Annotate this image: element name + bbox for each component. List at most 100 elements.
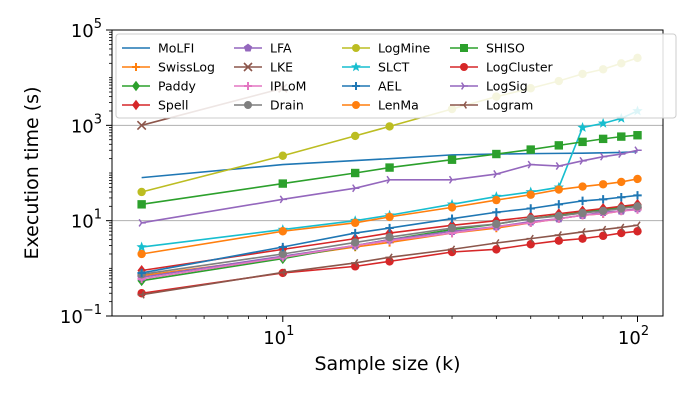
data-point-logsig <box>618 150 626 159</box>
data-point-ael <box>350 228 360 238</box>
legend-item-lke: LKE <box>234 60 293 75</box>
data-point-lenma <box>278 227 287 236</box>
legend-swatch-marker <box>244 82 252 90</box>
data-point-shiso <box>385 163 394 172</box>
data-point-logsig <box>493 170 501 179</box>
data-point-lenma <box>350 218 360 228</box>
plot-frame <box>111 29 664 317</box>
data-point-logram <box>598 225 607 234</box>
data-point-logcluster <box>137 289 146 298</box>
legend-swatch-marker <box>132 63 140 71</box>
data-point-logsig <box>386 175 394 184</box>
series-lenma <box>137 174 642 259</box>
legend-swatch-marker <box>351 61 361 72</box>
legend-swatch-marker <box>243 43 253 52</box>
legend-swatch-marker <box>132 80 140 92</box>
data-point-logmine <box>278 151 287 160</box>
data-point-drain <box>385 232 394 242</box>
legend-label: Paddy <box>158 79 197 94</box>
data-point-lenma <box>633 174 642 184</box>
legend-swatch-marker <box>460 82 468 90</box>
legend-label: Drain <box>270 98 304 113</box>
data-point-ael <box>578 196 587 206</box>
data-point-logram <box>617 223 625 232</box>
data-point-drain <box>578 208 587 218</box>
legend: MoLFI SwissLog Paddy Spell LFA LKE IPLoM Drain L… <box>115 33 677 119</box>
data-point-drain <box>278 249 287 259</box>
series-logram <box>137 221 641 299</box>
legend-item-logsig: LogSig <box>450 79 528 94</box>
data-point-shiso <box>447 155 457 164</box>
data-point-logmine <box>350 131 360 141</box>
data-point-logsig <box>527 160 535 169</box>
legend-item-swisslog: SwissLog <box>122 60 215 75</box>
data-point-shiso <box>526 145 535 154</box>
data-point-ael <box>554 200 564 209</box>
data-point-shiso <box>617 132 626 141</box>
data-point-lenma <box>617 177 626 187</box>
data-point-drain <box>598 206 608 216</box>
data-point-drain <box>492 219 501 229</box>
legend-item-logcluster: LogCluster <box>450 60 554 75</box>
series-logcluster <box>137 227 642 298</box>
legend-label: SHISO <box>486 41 525 56</box>
data-point-logram <box>350 258 359 267</box>
data-point-shiso <box>633 131 642 140</box>
data-point-drain <box>633 202 642 211</box>
data-point-logram <box>137 290 145 299</box>
legend-swatch-marker <box>132 99 140 111</box>
legend-item-logmine: LogMine <box>342 41 431 56</box>
data-point-logcluster <box>617 228 626 238</box>
data-point-shiso <box>492 149 501 159</box>
series-ael <box>137 191 642 278</box>
data-point-lenma <box>385 212 394 222</box>
data-point-logcluster <box>598 231 608 241</box>
data-point-logsig <box>599 152 608 161</box>
legend-label: IPLoM <box>270 79 306 94</box>
legend-label: SwissLog <box>158 60 215 75</box>
legend-swatch-marker <box>352 44 360 52</box>
legend-item-lenma: LenMa <box>342 98 419 113</box>
legend-item-lfa: LFA <box>234 41 292 56</box>
data-point-shiso <box>137 200 146 209</box>
data-point-logsig <box>448 175 457 184</box>
data-point-ael <box>617 193 626 202</box>
legend-item-molfi: MoLFI <box>122 41 194 56</box>
legend-item-drain: Drain <box>234 98 304 113</box>
data-point-logsig <box>555 162 564 171</box>
legend-swatch-marker <box>244 101 252 109</box>
y-axis-label: Execution time (s) <box>21 87 43 260</box>
legend-label: LogCluster <box>486 60 554 75</box>
data-point-ael <box>598 195 608 204</box>
data-point-logram <box>633 221 641 230</box>
data-point-logsig <box>579 156 587 165</box>
legend-swatch-marker <box>460 63 468 71</box>
legend-label: Spell <box>158 98 189 113</box>
data-point-slct <box>597 117 609 128</box>
data-point-lenma <box>137 249 146 259</box>
legend-item-iplom: IPLoM <box>234 79 306 94</box>
data-point-ael <box>492 208 501 217</box>
legend-label: Logram <box>486 98 533 113</box>
series-line-logram <box>141 224 638 296</box>
legend-item-ael: AEL <box>342 79 401 94</box>
legend-label: LogMine <box>378 41 431 56</box>
data-point-logram <box>526 234 534 243</box>
legend-swatch-marker <box>243 62 253 72</box>
series-logsig <box>138 146 642 227</box>
data-point-drain <box>526 214 535 223</box>
data-point-lenma <box>447 203 457 212</box>
data-point-drain <box>554 211 564 221</box>
data-point-logsig <box>634 146 642 155</box>
data-point-logcluster <box>578 234 587 243</box>
data-point-logmine <box>137 187 146 197</box>
data-point-logram <box>492 238 500 248</box>
data-point-ael <box>278 242 287 252</box>
legend-item-logram: Logram <box>450 98 533 113</box>
data-point-lke <box>136 120 147 131</box>
legend-swatch-marker <box>460 101 468 109</box>
legend-item-shiso: SHISO <box>450 41 525 56</box>
data-point-drain <box>350 238 360 247</box>
data-point-logram <box>578 227 586 236</box>
